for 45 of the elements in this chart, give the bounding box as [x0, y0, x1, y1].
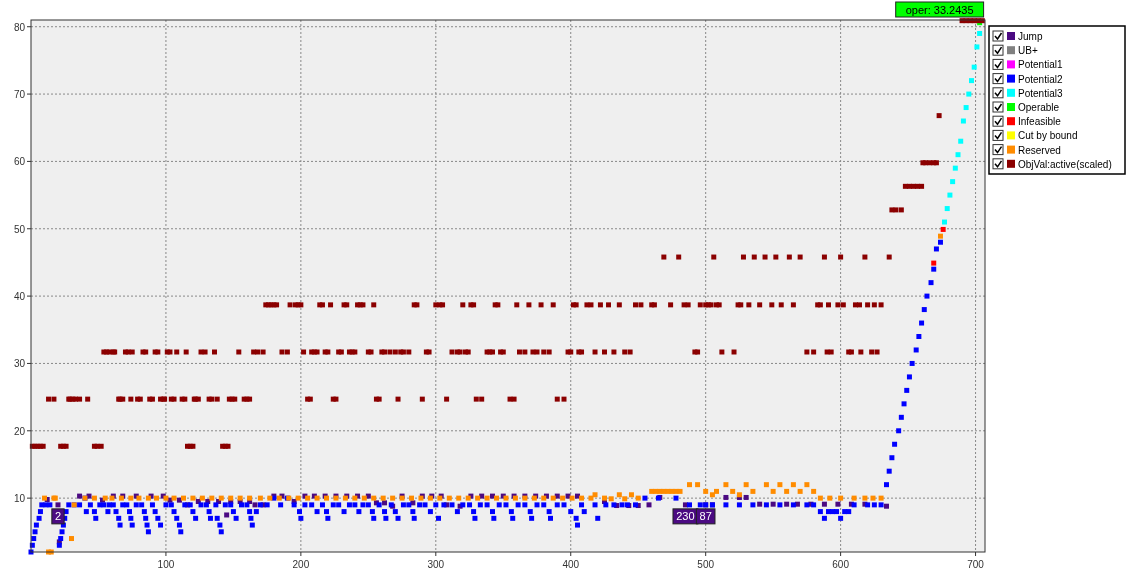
x-tick-label: 400 [562, 559, 580, 570]
legend-label: Potential2 [1018, 73, 1063, 85]
y-tick-label: 40 [13, 291, 26, 303]
x-tick-label: 200 [292, 559, 310, 570]
point [931, 260, 937, 266]
legend-label: Jump [1018, 31, 1043, 42]
point [955, 152, 961, 158]
point [963, 105, 969, 111]
legend-label: ObjVal:active(scaled) [1018, 158, 1112, 170]
point [966, 91, 972, 97]
point [977, 30, 983, 36]
legend-label: Potential3 [1018, 87, 1063, 99]
y-tick-label: 80 [13, 21, 26, 33]
x-tick-label: 700 [967, 559, 985, 570]
legend-label: Cut by bound [1018, 130, 1078, 142]
y-tick-label: 20 [13, 425, 26, 437]
point [971, 64, 977, 70]
y-tick-label: 10 [13, 493, 26, 505]
y-tick-label: 60 [13, 156, 26, 168]
x-tick-label: 300 [427, 559, 445, 570]
x-tick-label: 600 [832, 559, 850, 570]
point [960, 118, 966, 124]
point [942, 219, 948, 225]
legend-label: Reserved [1018, 144, 1061, 156]
y-tick-label: 50 [13, 223, 26, 235]
point [950, 179, 956, 185]
x-tick-label: 100 [157, 559, 175, 570]
point [958, 138, 964, 144]
point [969, 78, 975, 84]
annotation: 87 [699, 510, 712, 523]
y-tick-label: 70 [13, 89, 26, 101]
point [947, 192, 953, 198]
annotation: 2 [54, 510, 62, 523]
annotation: oper: 33.2435 [905, 3, 974, 16]
legend-label: UB+ [1018, 45, 1038, 57]
point [974, 44, 980, 50]
legend-label: Infeasible [1018, 116, 1062, 128]
y-tick-label: 30 [13, 358, 26, 370]
point [944, 206, 950, 212]
x-tick-label: 500 [697, 559, 715, 570]
point [952, 165, 958, 171]
legend-label: Operable [1018, 102, 1060, 113]
legend-label: Potential1 [1018, 59, 1063, 71]
annotation: 230 [676, 510, 695, 523]
point [940, 226, 946, 232]
